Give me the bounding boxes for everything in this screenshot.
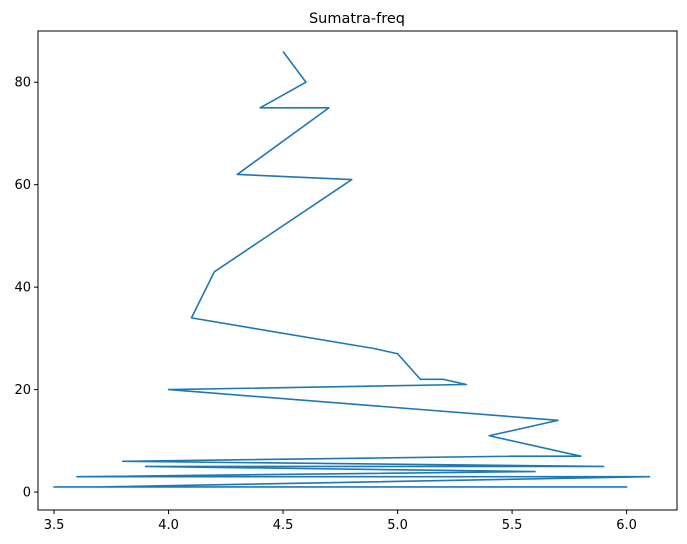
y-tick-label: 0 <box>23 486 31 501</box>
chart-title: Sumatra-freq <box>309 11 405 27</box>
y-tick-label: 80 <box>14 76 31 91</box>
x-tick-label: 3.5 <box>44 518 65 533</box>
x-tick-label: 4.0 <box>158 518 179 533</box>
y-tick-label: 60 <box>14 178 31 193</box>
y-axis: 0 20 40 60 80 <box>14 76 38 501</box>
y-tick-label: 20 <box>14 383 31 398</box>
series-group <box>53 51 651 488</box>
x-axis: 3.5 4.0 4.5 5.0 5.5 6.0 <box>44 510 637 533</box>
x-tick-label: 6.0 <box>616 518 637 533</box>
x-tick-label: 4.5 <box>273 518 294 533</box>
x-tick-label: 5.5 <box>502 518 523 533</box>
y-tick-label: 40 <box>14 281 31 296</box>
series-line <box>53 51 651 488</box>
plot-area-frame <box>37 30 678 511</box>
x-tick-label: 5.0 <box>387 518 408 533</box>
